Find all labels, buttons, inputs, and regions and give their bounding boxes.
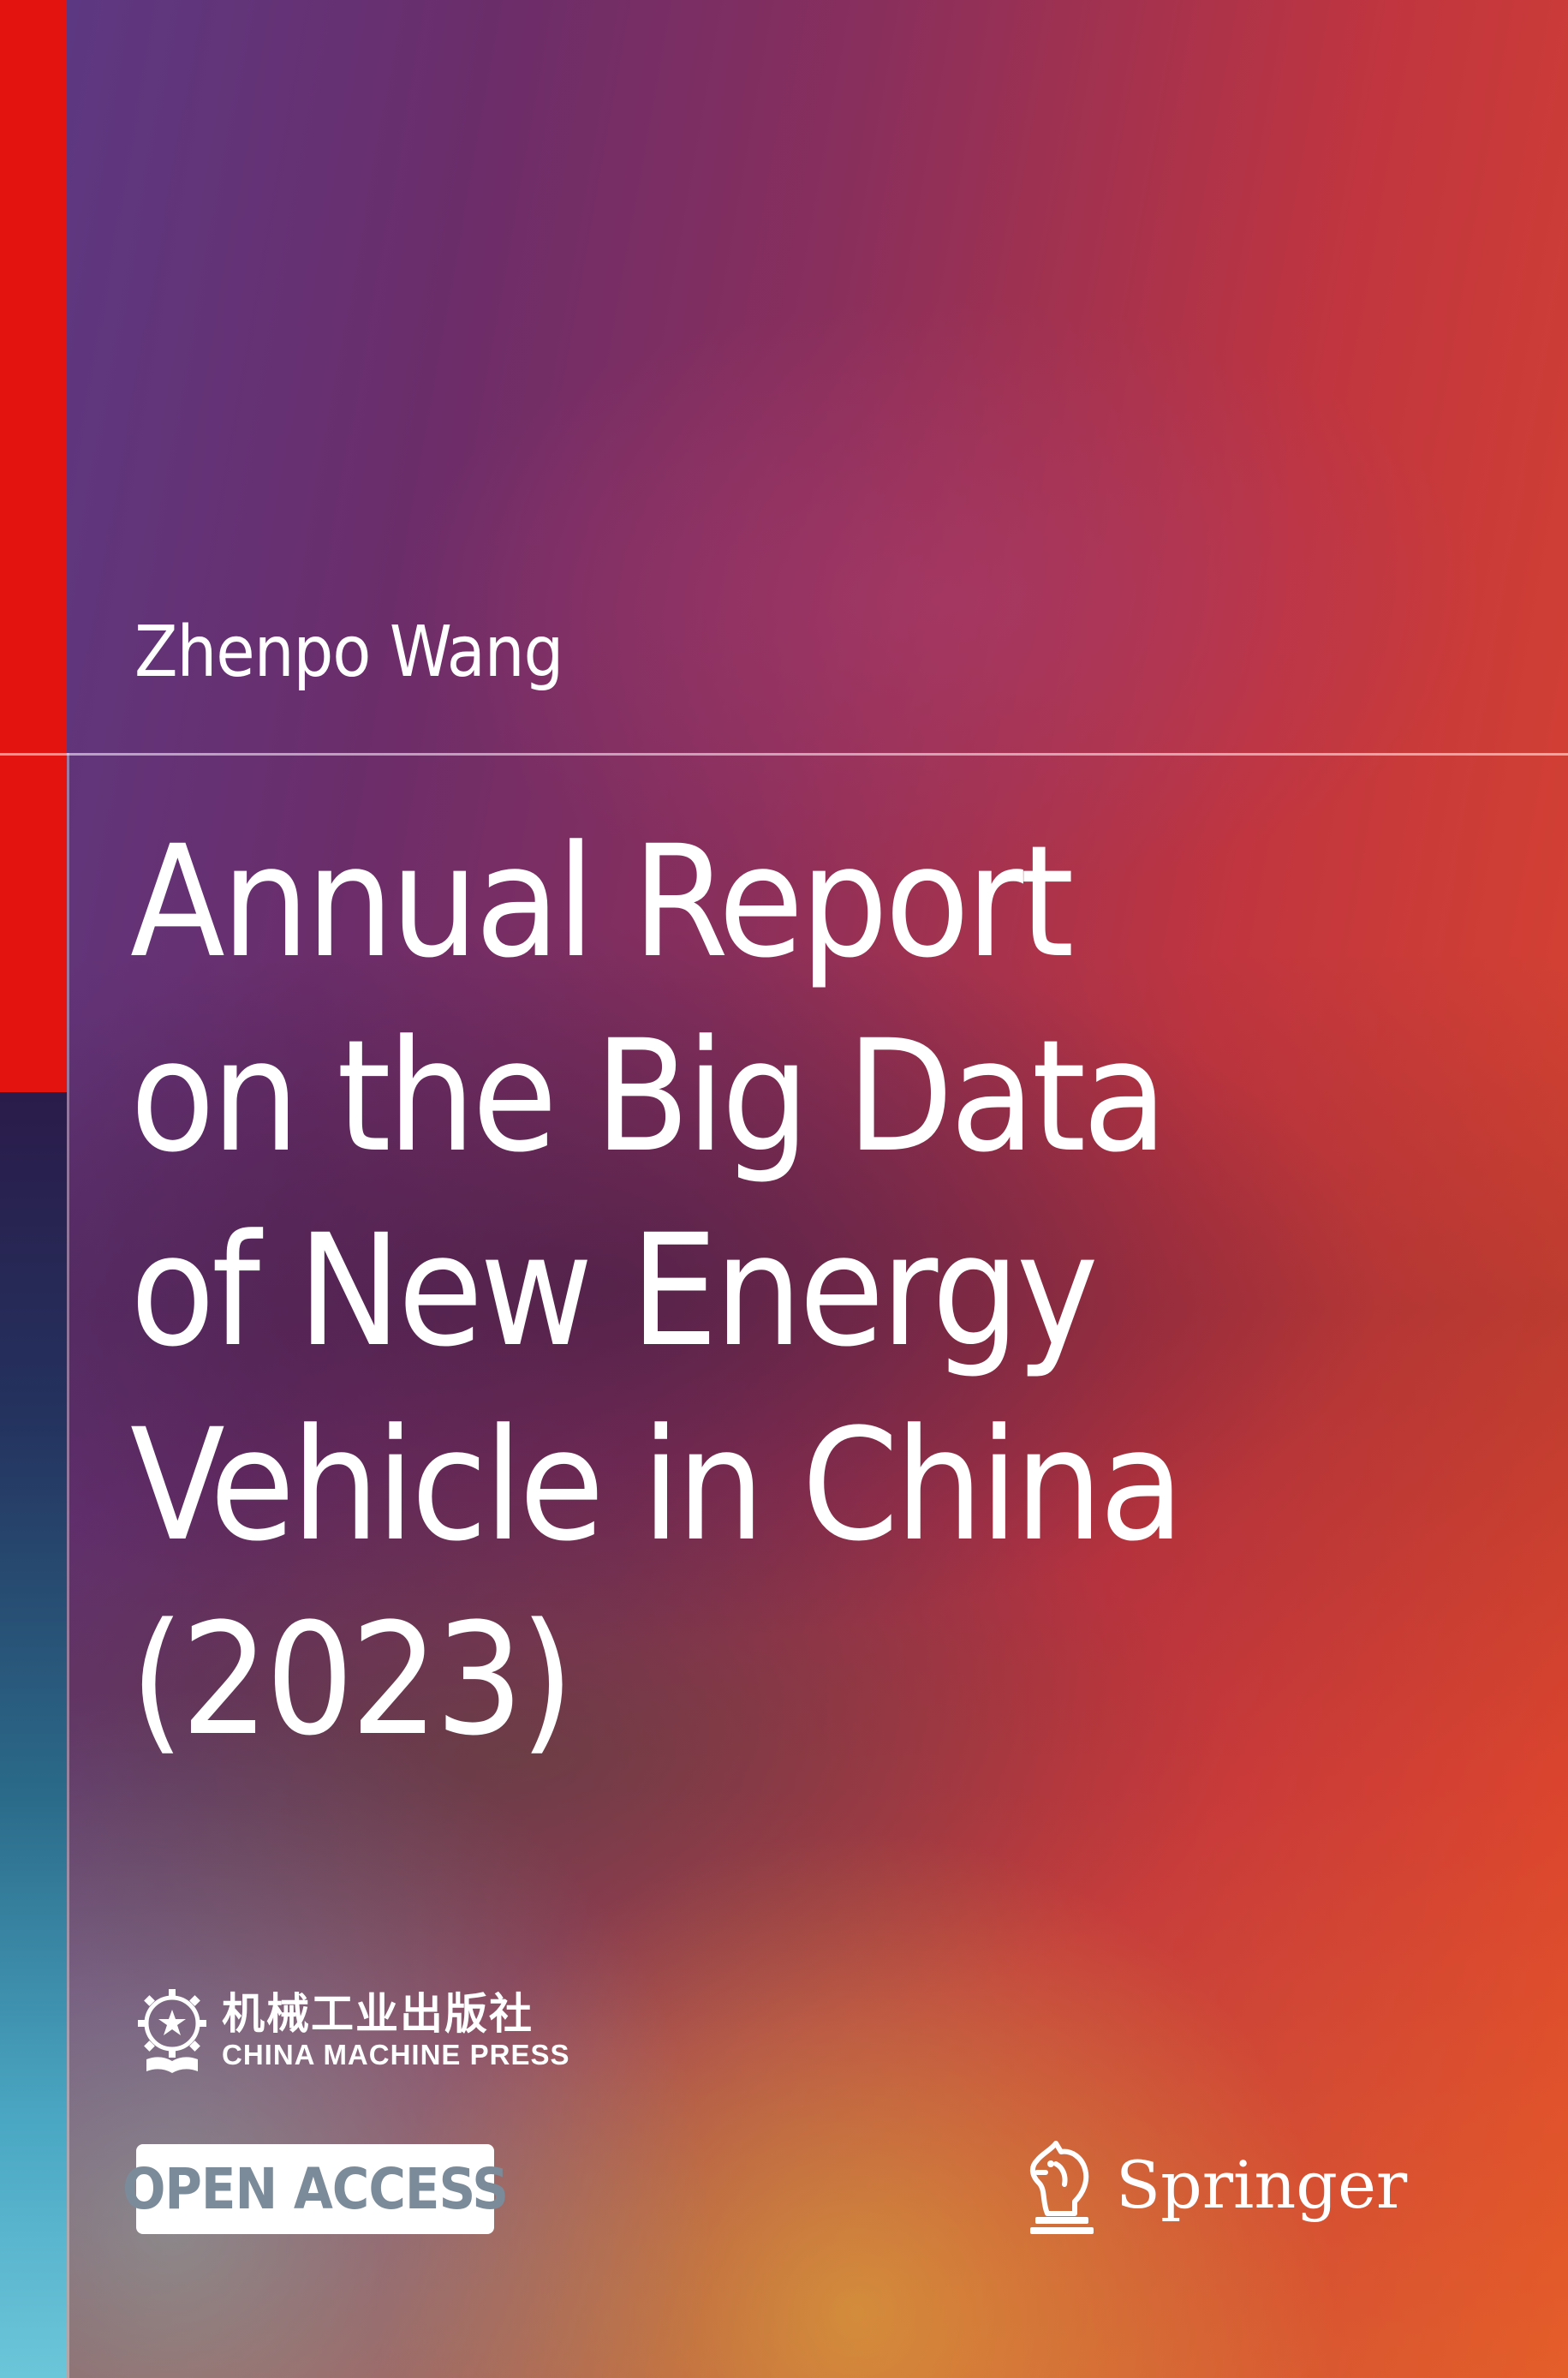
springer-logo: Springer bbox=[1022, 2133, 1407, 2236]
spine-gradient-strip bbox=[0, 1092, 67, 2378]
springer-wordmark: Springer bbox=[1116, 2146, 1408, 2223]
publisher-chinese-name: 机械工业出版社 bbox=[222, 1989, 534, 2039]
title-line: of New Energy bbox=[130, 1202, 1099, 1381]
publisher-logo: 机械工业出版社 CHINA MACHINE PRESS bbox=[134, 1986, 569, 2075]
title-line: (2023) bbox=[130, 1591, 574, 1770]
red-accent-bar bbox=[0, 0, 67, 1092]
vertical-divider bbox=[67, 753, 69, 2378]
horizontal-divider bbox=[0, 753, 1568, 756]
title-line: on the Big Data bbox=[130, 1007, 1167, 1186]
title-line: Annual Report bbox=[130, 813, 1074, 992]
title-line: Vehicle in China bbox=[130, 1396, 1184, 1575]
book-title: Annual Report on the Big Data of New Ene… bbox=[130, 805, 1184, 1778]
gear-star-book-emblem-icon bbox=[138, 1989, 206, 2073]
open-access-label: OPEN ACCESS bbox=[122, 2156, 509, 2222]
publisher-english-name: CHINA MACHINE PRESS bbox=[222, 2039, 570, 2070]
knight-horse-icon bbox=[1030, 2141, 1094, 2234]
open-access-badge: OPEN ACCESS bbox=[122, 2144, 509, 2234]
author-name: Zhenpo Wang bbox=[134, 612, 563, 693]
